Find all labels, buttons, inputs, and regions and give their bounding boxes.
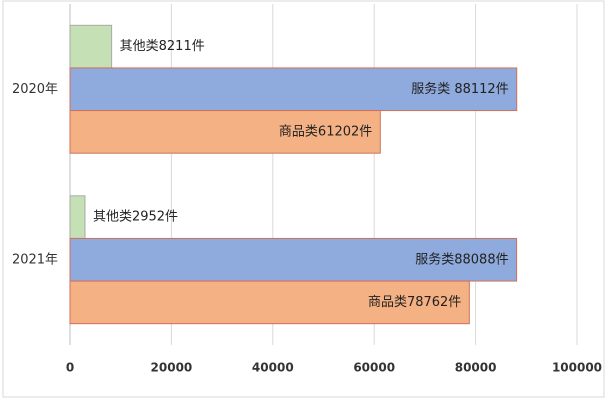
x-tick-label: 80000 (455, 361, 497, 375)
value-label: 服务类 88112件 (411, 81, 509, 97)
value-label: 商品类78762件 (368, 295, 461, 310)
x-tick-label: 60000 (353, 361, 395, 375)
bar (69, 24, 113, 69)
bar (69, 110, 381, 154)
y-tick-label: 2020年 (12, 82, 58, 97)
x-tick-label: 0 (66, 361, 74, 375)
bar (69, 195, 86, 239)
x-tick-label: 20000 (151, 361, 193, 375)
value-label: 服务类88088件 (415, 251, 508, 267)
value-label: 其他类8211件 (120, 39, 205, 54)
bar (69, 280, 470, 325)
x-tick-label: 100000 (552, 361, 602, 375)
x-tick-label: 40000 (252, 361, 294, 375)
bar (69, 237, 518, 282)
y-tick-label: 2021年 (12, 252, 58, 267)
value-label: 商品类61202件 (279, 124, 372, 139)
value-label: 其他类2952件 (93, 210, 178, 225)
